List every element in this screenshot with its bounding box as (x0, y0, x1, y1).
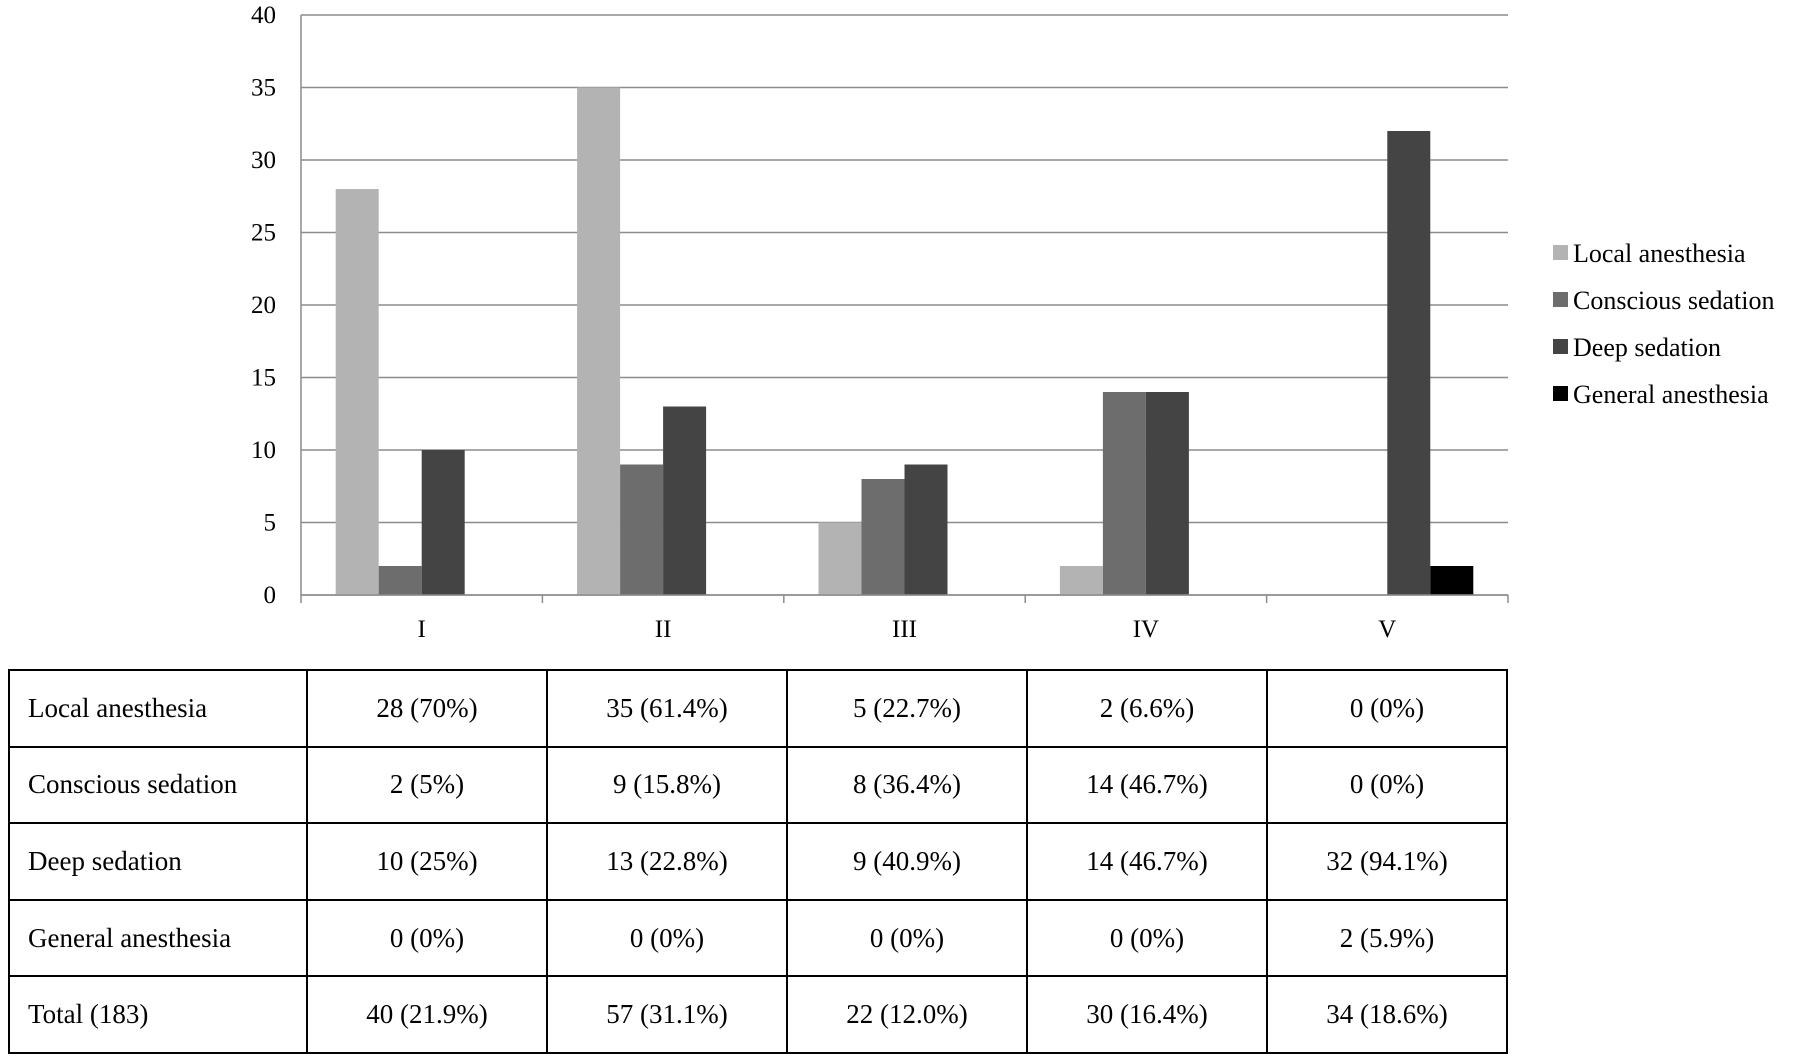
y-tick-label: 35 (251, 75, 276, 102)
legend-swatch (1553, 339, 1568, 354)
table-row-label: Conscious sedation (8, 745, 308, 825)
legend-swatch (1553, 386, 1568, 401)
table-row-label: Deep sedation (8, 822, 308, 901)
table-row-label: Local anesthesia (8, 669, 308, 748)
y-tick-label: 40 (251, 2, 276, 29)
legend: Local anesthesia Conscious sedation Deep s… (1553, 239, 1775, 409)
bar (904, 464, 948, 595)
legend-label: Conscious sedation (1573, 286, 1775, 315)
bar (1059, 566, 1103, 595)
legend-label: Deep sedation (1573, 333, 1721, 362)
table-cell: 9 (40.9%) (786, 822, 1028, 901)
table-cell: 34 (18.6%) (1266, 975, 1508, 1054)
bar (620, 464, 664, 595)
y-tick-label: 0 (264, 582, 277, 609)
table-cell: 8 (36.4%) (786, 745, 1028, 825)
table-cell: 2 (6.6%) (1026, 669, 1268, 748)
legend-swatch (1553, 245, 1568, 260)
table-cell: 0 (0%) (786, 898, 1028, 978)
table-row: Local anesthesia 28 (70%) 35 (61.4%) 5 (22.… (8, 669, 1508, 748)
table-row-label: General anesthesia (8, 898, 308, 978)
bar (1145, 392, 1189, 595)
bar (1387, 131, 1431, 595)
table-row-label: Total (183) (8, 975, 308, 1054)
y-tick-label: 5 (264, 510, 277, 537)
table-cell: 14 (46.7%) (1026, 822, 1268, 901)
data-table: Local anesthesia 28 (70%) 35 (61.4%) 5 (22.… (8, 669, 1508, 1054)
bar (818, 522, 862, 595)
y-tick-label: 30 (251, 147, 276, 174)
y-tick-label: 15 (251, 365, 276, 392)
table-cell: 35 (61.4%) (546, 669, 788, 748)
x-tick-label: III (892, 616, 917, 643)
table-cell: 40 (21.9%) (306, 975, 548, 1054)
table-cell: 0 (0%) (1266, 745, 1508, 825)
x-tick-label: V (1378, 616, 1396, 643)
bar (663, 406, 707, 595)
legend-swatch (1553, 292, 1568, 307)
bar (1430, 566, 1474, 595)
y-tick-label: 20 (251, 292, 276, 319)
x-tick-label: I (418, 616, 426, 643)
table-cell: 5 (22.7%) (786, 669, 1028, 748)
table-cell: 32 (94.1%) (1266, 822, 1508, 901)
table-row: General anesthesia 0 (0%) 0 (0%) 0 (0%) 0 (0… (8, 898, 1508, 978)
table-cell: 0 (0%) (1266, 669, 1508, 748)
table-cell: 22 (12.0%) (786, 975, 1028, 1054)
bar (1102, 392, 1146, 595)
table-cell: 10 (25%) (306, 822, 548, 901)
y-tick-label: 10 (251, 437, 276, 464)
table-cell: 30 (16.4%) (1026, 975, 1268, 1054)
table-cell: 2 (5.9%) (1266, 898, 1508, 978)
bar (421, 450, 465, 595)
table-cell: 0 (0%) (306, 898, 548, 978)
gridlines (301, 14, 1508, 596)
y-tick-label: 25 (251, 220, 276, 247)
table-cell: 2 (5%) (306, 745, 548, 825)
bar (861, 479, 905, 595)
bar (378, 566, 422, 595)
bar (335, 189, 379, 595)
legend-label: General anesthesia (1573, 380, 1769, 409)
table-cell: 0 (0%) (1026, 898, 1268, 978)
table-row: Total (183) 40 (21.9%) 57 (31.1%) 22 (12.0%… (8, 975, 1508, 1054)
table-cell: 9 (15.8%) (546, 745, 788, 825)
legend-label: Local anesthesia (1573, 239, 1746, 268)
table-cell: 14 (46.7%) (1026, 745, 1268, 825)
table-row: Deep sedation 10 (25%) 13 (22.8%) 9 (40.9%)… (8, 822, 1508, 901)
x-tick-label: IV (1133, 616, 1159, 643)
bar (577, 87, 621, 595)
table-row: Conscious sedation 2 (5%) 9 (15.8%) 8 (36.4… (8, 745, 1508, 825)
table-cell: 13 (22.8%) (546, 822, 788, 901)
table-cell: 28 (70%) (306, 669, 548, 748)
table-cell: 57 (31.1%) (546, 975, 788, 1054)
table-cell: 0 (0%) (546, 898, 788, 978)
x-tick-label: II (655, 616, 672, 643)
bars (335, 87, 1474, 595)
